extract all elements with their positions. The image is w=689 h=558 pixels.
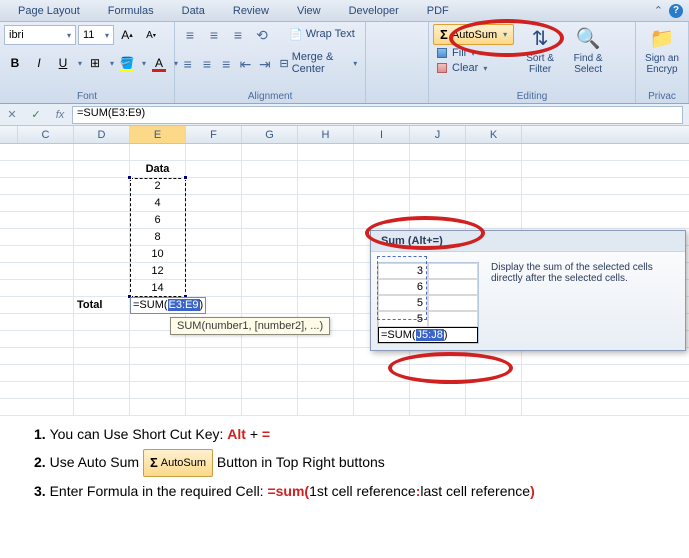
font-size-combo[interactable]: 11▾ — [78, 25, 114, 45]
screentip-title: Sum (Alt+=) — [371, 231, 685, 252]
wrap-text-button[interactable]: 📄Wrap Text — [285, 24, 359, 44]
fill-color-icon[interactable]: 🪣 — [116, 52, 138, 74]
sort-filter-button[interactable]: ⇅Sort & Filter — [518, 24, 562, 77]
align-left-icon[interactable]: ≡ — [179, 53, 196, 75]
merge-center-button[interactable]: ⊟Merge & Center▾ — [275, 53, 361, 73]
screentip-description: Display the sum of the selected cells di… — [487, 258, 677, 344]
tab-review[interactable]: Review — [219, 5, 283, 17]
sign-encrypt-button[interactable]: 📁Sign an Encryp — [640, 24, 684, 77]
help-icon[interactable]: ? — [669, 4, 683, 18]
column-headers: C D E F G H I J K — [0, 126, 689, 144]
font-family-combo[interactable]: ibri▾ — [4, 25, 76, 45]
group-label-font: Font — [4, 90, 170, 103]
col-header-h[interactable]: H — [298, 126, 354, 143]
ribbon-group-alignment: ≡ ≡ ≡ ⟲ 📄Wrap Text ≡ ≡ ≡ ⇤ ⇥ ⊟Merge & Ce… — [175, 22, 366, 103]
lock-icon: 📁 — [650, 26, 675, 51]
col-header-i[interactable]: I — [354, 126, 410, 143]
active-formula-overlay: =SUM(E3:E9) — [130, 297, 206, 314]
fill-color-dropdown[interactable]: ▾ — [142, 59, 146, 68]
total-label-cell[interactable]: Total — [74, 297, 130, 313]
data-cell[interactable]: 8 — [130, 229, 186, 245]
inline-autosum-icon: ΣAutoSum — [143, 449, 213, 477]
formula-input[interactable]: =SUM(E3:E9) — [72, 106, 683, 124]
autosum-screentip: Sum (Alt+=) 3 6 5 5 =SUM(J5:J8) Display … — [370, 230, 686, 351]
merge-icon: ⊟ — [279, 57, 288, 70]
tab-developer[interactable]: Developer — [335, 5, 413, 17]
align-top-icon[interactable]: ≡ — [179, 24, 201, 46]
align-middle-icon[interactable]: ≡ — [203, 24, 225, 46]
ribbon-group-extra: 📁Sign an Encryp Privac — [636, 22, 689, 103]
align-right-icon[interactable]: ≡ — [218, 53, 235, 75]
tab-page-layout[interactable]: Page Layout — [4, 5, 94, 17]
screentip-mini-grid: 3 6 5 5 =SUM(J5:J8) — [377, 262, 479, 344]
clear-button[interactable]: Clear▾ — [433, 61, 514, 75]
group-label-privacy: Privac — [640, 90, 684, 103]
ribbon-group-editing: ΣAutoSum▾ Fill▾ Clear▾ ⇅Sort & Filter 🔍F… — [429, 22, 636, 103]
font-color-icon[interactable]: A — [148, 52, 170, 74]
data-cell[interactable]: 2 — [130, 178, 186, 194]
wrap-icon: 📄 — [289, 28, 303, 41]
align-center-icon[interactable]: ≡ — [198, 53, 215, 75]
tab-data[interactable]: Data — [168, 5, 219, 17]
find-select-button[interactable]: 🔍Find & Select — [566, 24, 610, 77]
indent-icon[interactable]: ⇥ — [256, 53, 273, 75]
spreadsheet-grid: C D E F G H I J K Data 2 4 6 8 10 12 14 … — [0, 126, 689, 416]
orientation-icon[interactable]: ⟲ — [251, 24, 273, 46]
col-header-e[interactable]: E — [130, 126, 186, 143]
bold-button[interactable]: B — [4, 52, 26, 74]
dedent-icon[interactable]: ⇤ — [237, 53, 254, 75]
col-header-f[interactable]: F — [186, 126, 242, 143]
data-cell[interactable]: 10 — [130, 246, 186, 262]
tab-view[interactable]: View — [283, 5, 335, 17]
data-cell[interactable]: 6 — [130, 212, 186, 228]
col-header-g[interactable]: G — [242, 126, 298, 143]
fx-icon[interactable]: fx — [48, 109, 72, 121]
formula-bar: ✕ ✓ fx =SUM(E3:E9) — [0, 104, 689, 126]
data-cell[interactable]: 14 — [130, 280, 186, 296]
underline-button[interactable]: U — [52, 52, 74, 74]
col-header-j[interactable]: J — [410, 126, 466, 143]
tab-pdf[interactable]: PDF — [413, 5, 463, 17]
data-cell[interactable]: 4 — [130, 195, 186, 211]
instructions-text: 1. You can Use Short Cut Key: Alt + = 2.… — [34, 420, 535, 505]
border-dropdown[interactable]: ▾ — [110, 59, 114, 68]
tabs-right: ⌃ ? — [654, 4, 683, 18]
tab-formulas[interactable]: Formulas — [94, 5, 168, 17]
underline-dropdown[interactable]: ▾ — [78, 59, 82, 68]
ribbon: ibri▾ 11▾ A▴ A▾ B I U ▾ ⊞ ▾ 🪣 ▾ A ▾ Font — [0, 22, 689, 104]
function-tooltip: SUM(number1, [number2], ...) — [170, 317, 330, 335]
border-icon[interactable]: ⊞ — [84, 52, 106, 74]
fill-icon — [437, 48, 447, 58]
col-header-c[interactable]: C — [18, 126, 74, 143]
data-cell[interactable]: 12 — [130, 263, 186, 279]
italic-button[interactable]: I — [28, 52, 50, 74]
col-header-k[interactable]: K — [466, 126, 522, 143]
fill-button[interactable]: Fill▾ — [433, 46, 514, 60]
clear-icon — [437, 63, 447, 73]
autosum-button[interactable]: ΣAutoSum▾ — [433, 24, 514, 45]
cancel-icon[interactable]: ✕ — [0, 108, 24, 121]
decrease-font-icon[interactable]: A▾ — [140, 24, 162, 46]
group-label-editing: Editing — [433, 90, 631, 103]
accept-icon[interactable]: ✓ — [24, 108, 48, 121]
find-icon: 🔍 — [576, 26, 601, 51]
chevron-up-icon[interactable]: ⌃ — [654, 4, 663, 17]
ribbon-group-font: ibri▾ 11▾ A▴ A▾ B I U ▾ ⊞ ▾ 🪣 ▾ A ▾ Font — [0, 22, 175, 103]
data-header-cell[interactable]: Data — [130, 161, 186, 177]
col-header-d[interactable]: D — [74, 126, 130, 143]
group-label-alignment: Alignment — [179, 90, 361, 103]
ribbon-tabs: Page Layout Formulas Data Review View De… — [0, 0, 689, 22]
sort-icon: ⇅ — [532, 26, 549, 51]
sigma-icon: Σ — [440, 27, 448, 42]
increase-font-icon[interactable]: A▴ — [116, 24, 138, 46]
align-bottom-icon[interactable]: ≡ — [227, 24, 249, 46]
